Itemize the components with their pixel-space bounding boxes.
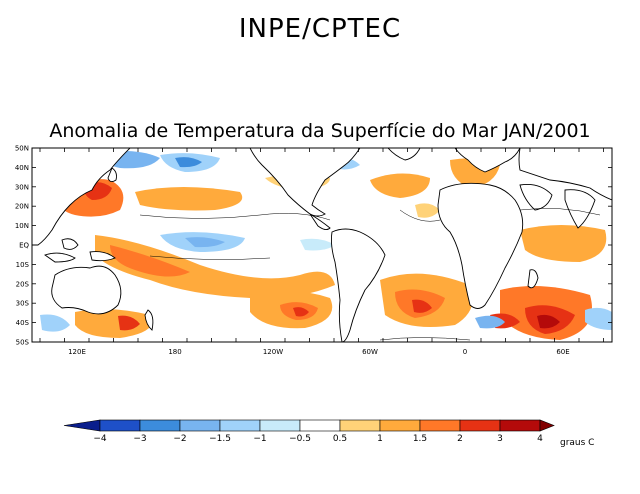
colorbar-swatch [99,419,141,432]
contour-line [379,337,471,341]
anomaly-field [40,150,612,340]
colorbar-swatch [539,419,555,432]
colorbar-level-label: 2 [457,434,463,444]
colorbar-level-label: 1 [377,434,383,444]
lat-label: 50S [16,339,30,347]
colorbar-swatch [139,419,181,432]
lat-label: 40N [15,164,29,172]
organization-title: INPE/CPTEC [238,14,402,44]
colorbar-swatch [499,419,541,432]
land-greenland [387,148,421,161]
lat-label: 50N [15,145,29,153]
contour-line [519,208,601,216]
lon-label: 120W [263,348,283,356]
land-madagascar [527,269,539,289]
warm-patch [293,307,309,317]
colorbar-swatch [379,419,421,432]
contour-line [399,209,441,222]
colorbar-swatch [63,419,101,432]
land-south-america [330,228,386,342]
land-new-guinea [89,251,116,262]
cold-patch [300,238,335,251]
contour-line [139,213,331,221]
warm-patch [370,173,430,198]
colorbar-level-label: −1.5 [209,434,231,444]
lat-label: 10N [15,222,29,230]
colorbar-unit-label: graus C [560,438,594,448]
map-area [32,148,612,342]
lat-label: 20S [16,280,30,288]
lon-label: 0 [463,348,467,356]
colorbar-level-label: 3 [497,434,503,444]
land [32,148,612,342]
land-central-america [309,213,331,231]
warm-patch [520,225,607,262]
warm-patch [118,315,140,331]
warm-patch [75,309,152,338]
land-arabia [519,184,553,211]
land-new-zealand [144,309,154,331]
warm-patch [537,314,560,329]
land-india [564,189,596,229]
land-asia-west [518,148,612,201]
lat-label: 20N [15,203,29,211]
colorbar: −4 −3 −2 −1.5 −1 −0.5 0.5 1 1.5 2 3 4 [63,419,555,444]
colorbar-swatch [179,419,221,432]
lat-label: 10S [16,261,30,269]
latitude-axis: 50N 40N 30N 20N 10N EQ 10S 20S 30S 40S 50S [15,145,612,347]
colorbar-swatch [419,419,461,432]
cold-patch [475,315,505,329]
land-asia-east [32,148,131,246]
warm-patch [110,245,190,277]
colorbar-level-label: −3 [133,434,146,444]
lat-label: 40S [16,319,30,327]
lat-label: EQ [19,242,29,250]
cold-patch [185,237,225,248]
cold-patch [585,307,612,330]
land-japan [107,167,117,183]
contours [139,208,601,341]
colorbar-level-label: −0.5 [289,434,311,444]
cold-patch [40,314,70,332]
colorbar-swatch [219,419,261,432]
lon-label: 180 [168,348,181,356]
warm-patch [415,203,440,218]
colorbar-swatch [339,419,381,432]
colorbar-level-label: 1.5 [413,434,427,444]
land-europe [454,148,521,173]
land-australia [51,265,122,315]
longitude-axis: 120E 180 120W 60W 0 60E [39,148,604,356]
colorbar-swatch [459,419,501,432]
land-north-america [249,148,361,217]
lat-label: 30N [15,183,29,191]
lon-label: 60W [362,348,378,356]
land-africa [437,182,524,309]
land-borneo [61,238,79,250]
warm-patch [135,187,243,211]
colorbar-swatch [299,419,341,432]
colorbar-level-label: 0.5 [333,434,347,444]
lon-label: 60E [556,348,569,356]
lat-label: 30S [16,300,30,308]
colorbar-level-label: −2 [173,434,186,444]
lon-label: 120E [68,348,86,356]
colorbar-level-label: 4 [537,434,543,444]
colorbar-level-label: −1 [253,434,266,444]
map-title: Anomalia de Temperatura da Superfície do… [49,120,591,142]
cold-patch [175,157,202,168]
warm-patch [412,299,432,313]
colorbar-swatch [259,419,301,432]
contour-line [149,255,271,260]
colorbar-level-label: −4 [93,434,107,444]
land-indonesia [44,252,76,263]
warm-patch [95,235,335,299]
